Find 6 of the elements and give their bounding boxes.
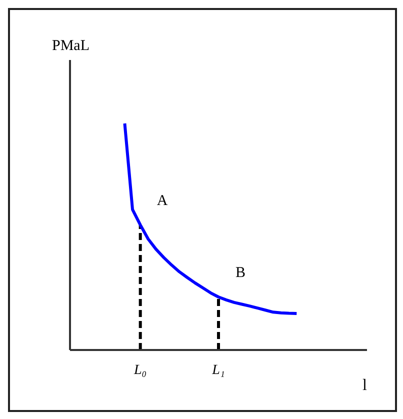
x-tick-label: L₁ <box>211 362 225 378</box>
annotation: A <box>156 192 168 209</box>
annotation: B <box>235 264 246 281</box>
x-axis-title: l <box>362 377 368 394</box>
x-tick-label: L₀ <box>133 362 147 378</box>
y-axis-title: PMaL <box>52 38 90 55</box>
